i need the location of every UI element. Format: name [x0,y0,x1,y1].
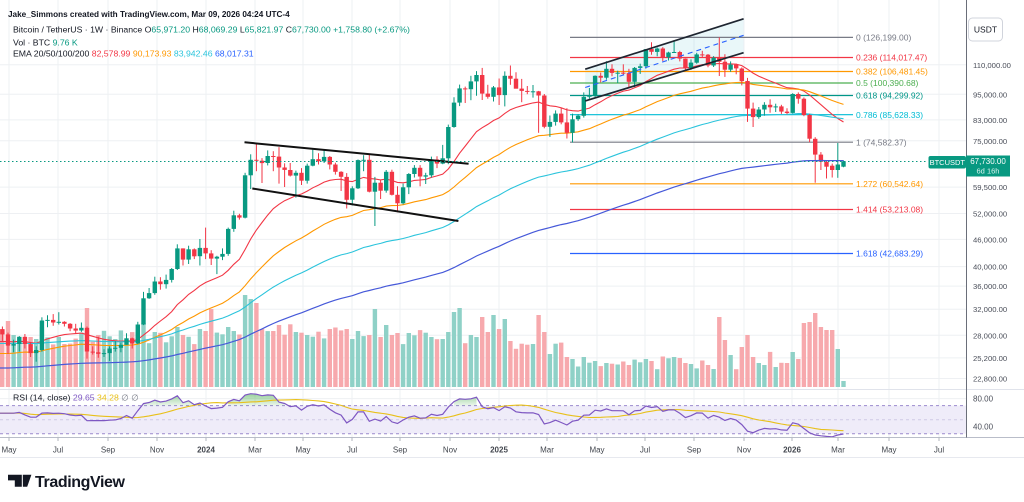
svg-text:Mar: Mar [248,446,262,455]
svg-text:0 (126,199.00): 0 (126,199.00) [856,33,911,43]
svg-text:52,000.00: 52,000.00 [973,210,1007,219]
svg-text:May: May [589,446,604,455]
svg-text:22,800.00: 22,800.00 [973,375,1007,384]
svg-text:46,000.00: 46,000.00 [973,235,1007,244]
svg-text:Sep: Sep [393,446,408,455]
svg-text:25,200.00: 25,200.00 [973,354,1007,363]
svg-text:Vol · BTC 9.76 K: Vol · BTC 9.76 K [13,38,78,48]
svg-text:Jul: Jul [347,446,357,455]
svg-text:USDT: USDT [974,25,997,35]
svg-text:28,000.00: 28,000.00 [973,331,1007,340]
svg-text:Sep: Sep [101,446,116,455]
svg-text:Jul: Jul [934,446,944,455]
svg-text:0.5 (100,390.68): 0.5 (100,390.68) [856,78,919,88]
svg-text:2025: 2025 [490,446,508,455]
svg-text:May: May [881,446,896,455]
svg-text:0.618 (94,299.92): 0.618 (94,299.92) [856,91,923,101]
svg-text:0.236 (114,017.47): 0.236 (114,017.47) [856,53,927,63]
svg-text:6d 16h: 6d 16h [977,167,1000,176]
svg-text:Mar: Mar [540,446,554,455]
svg-text:May: May [1,446,16,455]
svg-text:59,500.00: 59,500.00 [973,183,1007,192]
svg-text:67,730.00: 67,730.00 [970,157,1006,166]
svg-text:BTCUSDT: BTCUSDT [930,158,966,167]
svg-text:Nov: Nov [150,446,164,455]
svg-text:110,000.00: 110,000.00 [973,61,1011,70]
svg-text:83,000.00: 83,000.00 [973,116,1007,125]
svg-text:75,000.00: 75,000.00 [973,137,1007,146]
svg-text:2024: 2024 [197,446,215,455]
svg-text:Jake_Simmons created with Trad: Jake_Simmons created with TradingView.co… [8,10,290,19]
svg-text:Jul: Jul [640,446,650,455]
svg-text:TradingView: TradingView [35,474,126,491]
svg-text:1.618 (42,683.29): 1.618 (42,683.29) [856,249,923,259]
svg-text:Nov: Nov [737,446,751,455]
svg-text:Nov: Nov [443,446,457,455]
svg-text:0.382 (106,481.45): 0.382 (106,481.45) [856,67,928,77]
svg-text:RSI (14, close) 29.65 34.28 ∅: RSI (14, close) 29.65 34.28 ∅ ∅ [13,393,139,403]
svg-text:Mar: Mar [831,446,845,455]
svg-text:2026: 2026 [783,446,801,455]
svg-text:EMA 20/50/100/200 82,578.99 90: EMA 20/50/100/200 82,578.99 90,173.93 83… [13,48,254,58]
svg-text:1 (74,582.37): 1 (74,582.37) [856,137,907,147]
svg-text:1.414 (53,213.08): 1.414 (53,213.08) [856,205,923,215]
svg-text:May: May [295,446,310,455]
svg-text:36,000.00: 36,000.00 [973,282,1007,291]
svg-text:1.272 (60,542.64): 1.272 (60,542.64) [856,179,923,189]
svg-text:80.00: 80.00 [973,395,994,404]
svg-text:Sep: Sep [687,446,702,455]
svg-text:32,000.00: 32,000.00 [973,305,1007,314]
svg-text:0.786 (85,628.33): 0.786 (85,628.33) [856,110,923,120]
svg-text:Bitcoin / TetherUS · 1W · Bina: Bitcoin / TetherUS · 1W · Binance O65,97… [13,25,410,35]
svg-text:40,000.00: 40,000.00 [973,263,1007,272]
svg-text:95,000.00: 95,000.00 [973,90,1007,99]
svg-text:40.00: 40.00 [973,423,994,432]
svg-text:Jul: Jul [53,446,63,455]
